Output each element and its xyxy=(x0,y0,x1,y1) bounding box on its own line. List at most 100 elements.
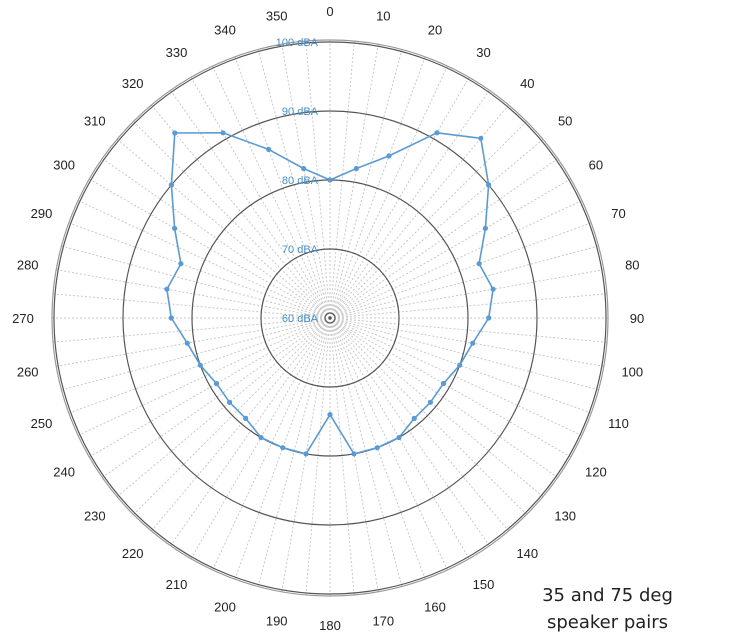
angle-tick-label: 320 xyxy=(122,76,144,91)
grid-spoke xyxy=(77,200,331,319)
angle-tick-label: 60 xyxy=(589,158,603,173)
angle-tick-label: 350 xyxy=(266,9,288,24)
data-point xyxy=(301,165,307,172)
angle-tick-label: 140 xyxy=(516,546,538,561)
radial-tick-label: 60 dBA xyxy=(282,313,319,325)
data-point xyxy=(303,451,309,457)
center-marker xyxy=(324,312,336,324)
data-point xyxy=(411,415,417,421)
radial-tick-label: 70 dBA xyxy=(282,244,319,256)
angle-tick-label: 240 xyxy=(53,465,75,480)
angle-tick-label: 150 xyxy=(473,577,495,592)
data-point xyxy=(168,182,174,188)
grid-spoke xyxy=(234,56,331,319)
grid-spoke xyxy=(329,317,599,391)
data-point xyxy=(197,362,203,368)
grid-spoke xyxy=(329,317,604,367)
caption-line-2: speaker pairs xyxy=(546,612,669,633)
data-point xyxy=(280,445,286,451)
angle-tick-label: 200 xyxy=(214,600,236,615)
grid-spoke xyxy=(329,269,604,319)
data-point xyxy=(486,315,492,321)
data-point xyxy=(427,399,433,405)
data-point xyxy=(213,381,220,387)
grid-spoke xyxy=(329,200,583,319)
grid-spoke xyxy=(61,317,331,391)
data-point xyxy=(396,434,402,441)
angle-tick-label: 30 xyxy=(476,45,490,60)
data-point xyxy=(440,380,447,387)
data-point xyxy=(470,340,476,346)
center-dot xyxy=(328,316,332,320)
data-point xyxy=(351,451,357,457)
angle-tick-label: 170 xyxy=(372,613,394,628)
angle-tick-label: 280 xyxy=(17,258,39,273)
angle-tick-label: 120 xyxy=(585,465,607,480)
angle-tick-label: 130 xyxy=(554,508,576,523)
angle-tick-label: 230 xyxy=(84,508,106,523)
data-point xyxy=(353,165,359,172)
grid-ring xyxy=(260,248,400,388)
caption-line-1: 35 and 75 deg xyxy=(542,585,673,606)
radial-tick-labels: 60 dBA 70 dBA 80 dBA 90 dBA 100 dBA xyxy=(276,37,319,325)
angle-tick-label: 110 xyxy=(608,416,629,431)
data-point xyxy=(227,399,233,405)
angle-tick-label: 190 xyxy=(266,613,288,628)
angle-tick-label: 250 xyxy=(31,416,53,431)
grid-spoke xyxy=(257,317,331,587)
angle-tick-label: 100 xyxy=(621,364,643,379)
grid-spoke xyxy=(329,222,592,319)
grid-spoke xyxy=(88,317,331,458)
data-point xyxy=(486,182,492,188)
data-point xyxy=(482,225,488,231)
data-point xyxy=(220,130,226,136)
data-point xyxy=(327,412,333,418)
angle-tick-label: 160 xyxy=(424,600,446,615)
angle-tick-label: 270 xyxy=(12,311,34,326)
grid-spoke xyxy=(329,178,572,319)
grid-spoke xyxy=(329,76,470,319)
grid-spoke xyxy=(329,44,379,319)
radial-tick-label: 100 dBA xyxy=(276,37,319,49)
angle-tick-label: 90 xyxy=(630,311,644,326)
data-point xyxy=(178,261,184,267)
radial-tick-label: 80 dBA xyxy=(282,175,319,187)
grid-spoke xyxy=(61,245,331,319)
grid-spoke xyxy=(329,245,599,319)
data-point xyxy=(184,340,190,346)
grid-spoke xyxy=(329,317,403,587)
grid-spoke xyxy=(329,317,572,458)
grid-spoke xyxy=(68,222,331,319)
angle-tick-label: 290 xyxy=(31,206,53,221)
data-point xyxy=(172,225,178,231)
angle-labels: 0 10 20 30 40 50 60 70 80 90 100 110 120 130 140 150 160… xyxy=(12,4,644,633)
data-point xyxy=(476,261,482,267)
data-point xyxy=(258,434,264,441)
data-point xyxy=(266,146,272,152)
grid-ring xyxy=(53,41,607,595)
angle-tick-label: 220 xyxy=(122,546,144,561)
grid-spoke xyxy=(56,317,331,367)
chart-caption: 35 and 75 deg speaker pairs xyxy=(520,582,695,636)
grid-spoke xyxy=(329,317,583,436)
angle-tick-label: 20 xyxy=(428,23,442,38)
data-point xyxy=(386,153,392,159)
angle-tick-label: 180 xyxy=(319,618,341,633)
angle-tick-label: 340 xyxy=(214,23,236,38)
angle-tick-label: 80 xyxy=(625,258,639,273)
grid-spoke xyxy=(56,269,331,319)
angle-tick-label: 10 xyxy=(376,9,390,24)
data-point xyxy=(327,177,333,183)
data-point xyxy=(374,445,380,451)
grid-spoke xyxy=(212,65,331,319)
angle-tick-label: 0 xyxy=(326,4,333,19)
data-point xyxy=(457,362,463,368)
grid-ring xyxy=(122,110,538,526)
angle-tick-label: 310 xyxy=(84,114,106,129)
data-point xyxy=(172,130,178,136)
angle-tick-label: 50 xyxy=(558,114,572,129)
angle-tick-label: 70 xyxy=(611,206,625,221)
data-point xyxy=(478,135,484,141)
grid-spoke xyxy=(329,65,448,319)
